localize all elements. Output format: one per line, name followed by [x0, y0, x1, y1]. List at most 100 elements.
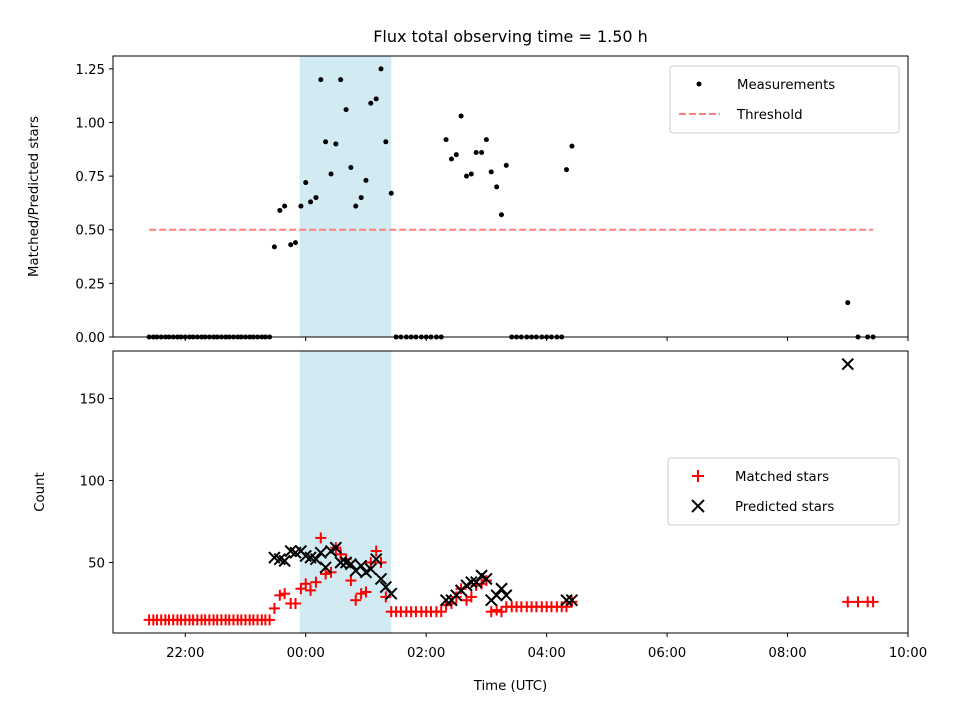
measurement-point	[479, 150, 485, 156]
top-y-tick-label: 0.50	[75, 224, 105, 239]
bottom-legend: Matched stars Predicted stars	[667, 457, 900, 526]
measurement-point	[564, 167, 570, 173]
measurement-point	[277, 207, 283, 213]
matched-star-point	[289, 597, 301, 609]
predicted-star-point	[480, 572, 493, 586]
matched-star-point	[435, 606, 447, 618]
matched-star-point	[268, 602, 280, 614]
measurement-point	[323, 139, 329, 145]
predicted-star-point	[344, 557, 358, 571]
x-tick-label: 02:00	[407, 646, 445, 661]
measurement-point	[464, 173, 470, 179]
predicted-star-point	[500, 589, 513, 602]
top-panel-frame	[112, 55, 909, 338]
top-x-ticks	[184, 337, 909, 341]
measurement-point	[483, 137, 489, 143]
measurement-point	[488, 169, 494, 175]
measurement-point	[373, 96, 379, 102]
bottom-y-tick-label: 150	[80, 393, 105, 408]
predicted-star-point	[841, 357, 854, 371]
measurement-point	[368, 100, 374, 106]
matched-star-point	[491, 604, 503, 616]
predicted-star-point	[374, 572, 388, 586]
matched-star-point	[455, 583, 467, 595]
predicted-stars-group	[268, 357, 854, 607]
chart-title: Flux total observing time = 1.50 h	[373, 27, 648, 46]
matched-star-point	[375, 557, 387, 568]
measurement-point	[313, 195, 319, 201]
measurement-point	[498, 212, 504, 218]
measurement-point	[378, 66, 384, 72]
predicted-star-point	[319, 561, 332, 574]
bottom-x-ticks: 22:00 00:00 02:00 04:00 06:00 08:00 10:00	[166, 633, 927, 661]
measurement-point	[569, 143, 575, 149]
legend-marker-predicted-stars	[691, 499, 705, 513]
top-y-tick-label: 0.25	[75, 277, 105, 292]
matched-star-point	[295, 583, 307, 595]
legend-marker-matched-stars	[692, 470, 704, 482]
matched-star-point	[495, 606, 507, 618]
matched-star-point	[561, 601, 573, 613]
legend-marker-measurements	[696, 81, 702, 87]
measurement-point	[343, 107, 349, 113]
matched-star-point	[867, 596, 879, 608]
measurement-point	[318, 77, 324, 83]
top-legend-box	[669, 65, 900, 134]
x-tick-label: 00:00	[287, 646, 325, 661]
top-y-tick-label: 0.00	[75, 331, 105, 346]
legend-label-measurements: Measurements	[737, 78, 835, 93]
top-y-tick-label: 1.25	[75, 63, 105, 78]
matched-star-point	[300, 578, 312, 590]
bottom-y-tick-label: 50	[88, 557, 105, 572]
matched-star-point	[305, 584, 317, 596]
x-axis-label: Time (UTC)	[473, 679, 548, 694]
measurement-point	[363, 177, 369, 183]
bottom-y-ticks: 50 100 150	[80, 393, 113, 572]
measurement-point	[845, 300, 851, 306]
matched-star-point	[485, 606, 497, 618]
matched-star-point	[310, 576, 322, 588]
top-y-axis-label: Matched/Predicted stars	[27, 116, 42, 277]
predicted-star-point	[439, 594, 453, 607]
matched-star-point	[852, 596, 864, 608]
top-y-tick-label: 0.75	[75, 170, 105, 185]
matched-star-point	[380, 591, 392, 603]
matched-star-point	[264, 614, 276, 626]
matched-star-point	[355, 588, 367, 600]
predicted-star-point	[565, 594, 579, 607]
matched-star-point	[279, 588, 291, 600]
bottom-y-tick-label: 100	[80, 475, 105, 490]
measurement-point	[453, 152, 459, 158]
matched-star-point	[450, 591, 462, 603]
matched-stars-group	[143, 532, 879, 626]
predicted-star-point	[309, 553, 323, 566]
legend-label-predicted-stars: Predicted stars	[735, 500, 834, 515]
measurement-point	[383, 139, 389, 145]
measurement-point	[468, 171, 474, 177]
x-tick-label: 10:00	[889, 646, 927, 661]
x-tick-label: 08:00	[768, 646, 806, 661]
measurement-point	[348, 165, 354, 171]
measurement-point	[328, 171, 334, 177]
x-tick-label: 04:00	[527, 646, 565, 661]
measurement-point	[292, 240, 298, 246]
measurement-point	[288, 242, 294, 248]
matched-star-point	[320, 568, 332, 580]
measurement-point	[333, 141, 339, 147]
measurement-point	[271, 244, 277, 250]
matched-star-point	[842, 596, 854, 608]
top-panel: 0.00 0.25 0.50 0.75 1.00 1.25 Matched/Predict…	[27, 55, 909, 346]
measurement-point	[443, 137, 449, 143]
predicted-star-point	[495, 582, 508, 595]
matched-star-point	[315, 532, 327, 544]
legend-label-threshold: Threshold	[736, 108, 803, 123]
measurement-point	[282, 203, 288, 209]
measurement-point	[473, 150, 479, 156]
top-y-ticks: 0.00 0.25 0.50 0.75 1.00 1.25	[75, 63, 113, 346]
matched-star-point	[360, 586, 372, 598]
matched-star-point	[465, 591, 477, 603]
predicted-star-point	[329, 541, 343, 554]
measurement-point	[358, 195, 364, 201]
measurement-point	[494, 184, 500, 190]
